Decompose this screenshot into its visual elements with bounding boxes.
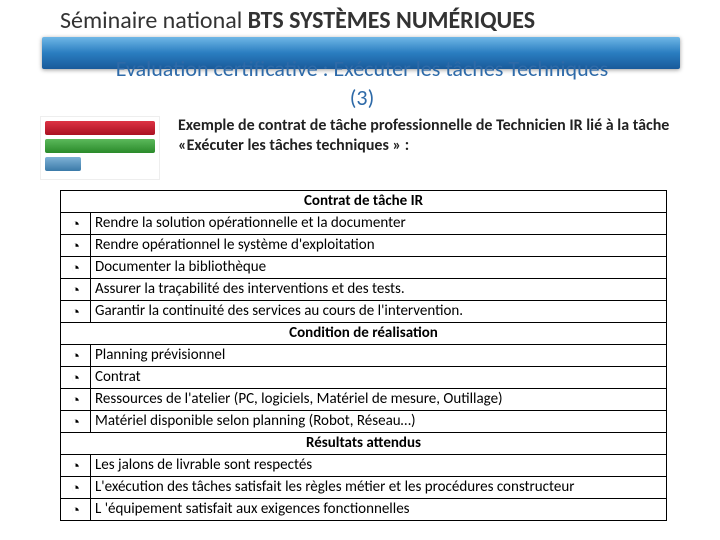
table-row: ◔Ressources de l'atelier (PC, logiciels,… <box>61 389 667 411</box>
table-row: ◔Assurer la traçabilité des intervention… <box>61 279 667 301</box>
bullet-icon: ◔ <box>61 477 91 499</box>
thumbnail-graphic <box>40 116 160 180</box>
table-row: ◔Planning prévisionnel <box>61 345 667 367</box>
thumb-bar-blue <box>45 157 81 171</box>
subtitle-line-1: Evaluation certificative : Exécuter les … <box>44 56 680 82</box>
bullet-icon: ◔ <box>61 499 91 521</box>
row-text: Assurer la traçabilité des interventions… <box>91 279 667 301</box>
row-text: L 'équipement satisfait aux exigences fo… <box>91 499 667 521</box>
row-text: Documenter la bibliothèque <box>91 257 667 279</box>
contract-table: Contrat de tâche IR◔Rendre la solution o… <box>60 190 667 521</box>
table-row: ◔Documenter la bibliothèque <box>61 257 667 279</box>
bullet-icon: ◔ <box>61 213 91 235</box>
thumb-bar-green <box>45 139 155 153</box>
row-text: L'exécution des tâches satisfait les règ… <box>91 477 667 499</box>
row-text: Contrat <box>91 367 667 389</box>
bullet-icon: ◔ <box>61 345 91 367</box>
bullet-icon: ◔ <box>61 455 91 477</box>
table-row: ◔Matériel disponible selon planning (Rob… <box>61 411 667 433</box>
example-paragraph: Exemple de contrat de tâche professionne… <box>178 116 686 156</box>
bullet-icon: ◔ <box>61 257 91 279</box>
table-row: ◔Rendre opérationnel le système d'exploi… <box>61 235 667 257</box>
table-row: ◔L 'équipement satisfait aux exigences f… <box>61 499 667 521</box>
bullet-icon: ◔ <box>61 411 91 433</box>
bullet-icon: ◔ <box>61 389 91 411</box>
bullet-icon: ◔ <box>61 301 91 323</box>
row-text: Rendre la solution opérationnelle et la … <box>91 213 667 235</box>
title-prefix: Séminaire national <box>60 6 248 35</box>
title-main: BTS SYSTÈMES NUMÉRIQUES <box>248 6 535 35</box>
table-row: ◔L'exécution des tâches satisfait les rè… <box>61 477 667 499</box>
bullet-icon: ◔ <box>61 279 91 301</box>
row-text: Les jalons de livrable sont respectés <box>91 455 667 477</box>
table-row: ◔Rendre la solution opérationnelle et la… <box>61 213 667 235</box>
bullet-icon: ◔ <box>61 235 91 257</box>
slide: Séminaire national BTS SYSTÈMES NUMÉRIQU… <box>0 0 720 540</box>
row-text: Garantir la continuité des services au c… <box>91 301 667 323</box>
section-title-condition: Condition de réalisation <box>61 323 667 345</box>
bullet-icon: ◔ <box>61 367 91 389</box>
table-row: ◔Les jalons de livrable sont respectés <box>61 455 667 477</box>
row-text: Matériel disponible selon planning (Robo… <box>91 411 667 433</box>
row-text: Planning prévisionnel <box>91 345 667 367</box>
section-title-resultats: Résultats attendus <box>61 433 667 455</box>
row-text: Rendre opérationnel le système d'exploit… <box>91 235 667 257</box>
subtitle-line-2: (3) <box>44 84 680 111</box>
row-text: Ressources de l'atelier (PC, logiciels, … <box>91 389 667 411</box>
section-title-contrat: Contrat de tâche IR <box>61 191 667 213</box>
page-title: Séminaire national BTS SYSTÈMES NUMÉRIQU… <box>60 6 680 35</box>
thumb-bar-red <box>45 121 155 135</box>
table-row: ◔Contrat <box>61 367 667 389</box>
table-row: ◔Garantir la continuité des services au … <box>61 301 667 323</box>
